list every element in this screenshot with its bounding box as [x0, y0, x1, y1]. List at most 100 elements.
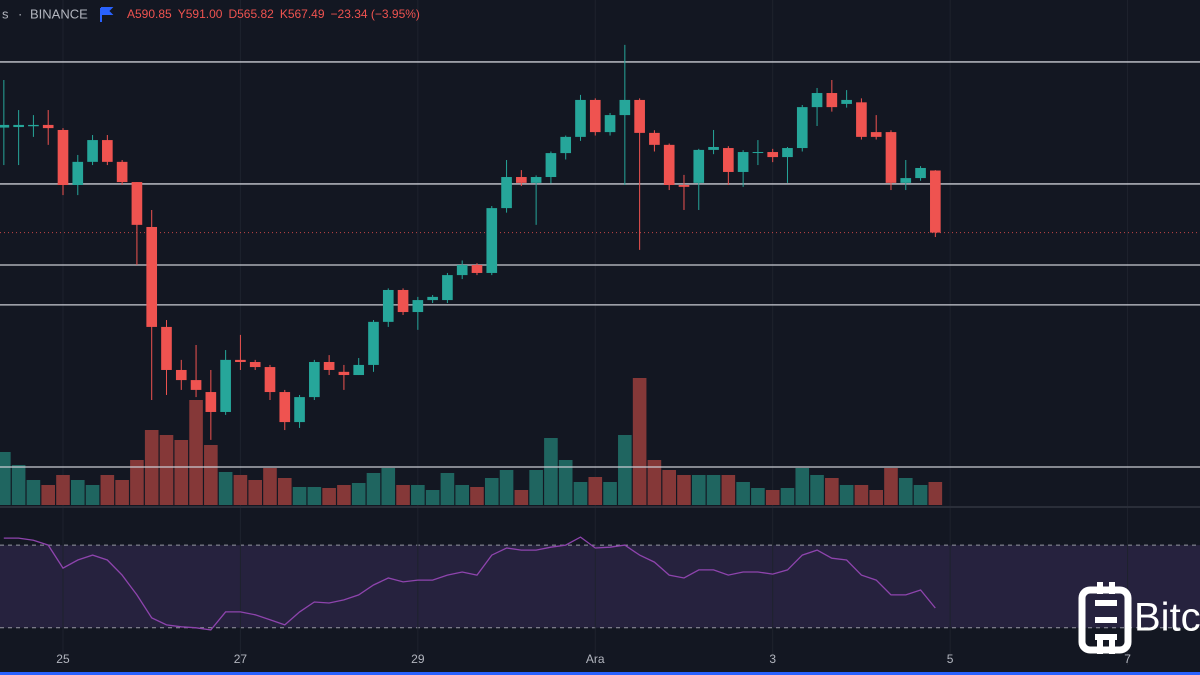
flag-icon — [100, 7, 114, 22]
volume-bar — [869, 490, 883, 505]
candle-body — [279, 392, 291, 423]
candle-body — [131, 182, 143, 225]
candle-body — [0, 124, 10, 128]
dot: · — [18, 6, 22, 21]
volume-bar — [691, 475, 706, 505]
candle-body — [412, 300, 424, 313]
volume-bar — [588, 477, 603, 505]
x-tick-label: Ara — [586, 652, 605, 666]
volume-bar — [618, 435, 632, 505]
header-value: −23.34 (−3.95%) — [331, 7, 420, 21]
x-tick-label: 3 — [769, 652, 776, 666]
volume-bar — [558, 460, 573, 505]
volume-bar — [337, 485, 351, 505]
candle-body — [634, 99, 645, 133]
candle-body — [309, 362, 320, 398]
candle-body — [72, 161, 84, 185]
volume-bar — [425, 490, 440, 505]
candle-body — [545, 153, 557, 178]
candle-body — [663, 144, 675, 185]
volume-bar — [396, 485, 410, 505]
header-value: D565.82 — [228, 7, 274, 21]
candle-body — [900, 178, 912, 183]
volume-bar — [810, 475, 824, 505]
volume-bar — [544, 438, 558, 505]
header-value: A590.85 — [127, 7, 172, 21]
volume-bar — [839, 485, 854, 505]
volume-bar — [322, 488, 336, 505]
volume-bar — [381, 468, 396, 505]
volume-bar — [647, 460, 662, 505]
candle-body — [723, 148, 734, 172]
volume-bar — [603, 482, 617, 505]
volume-bar — [736, 482, 750, 505]
candle-body — [102, 140, 113, 162]
candle-body — [382, 289, 394, 322]
volume-bar — [115, 480, 129, 505]
bottom-border — [0, 672, 1200, 675]
candle-body — [708, 146, 719, 150]
candle-body — [146, 226, 158, 327]
x-tick-label: 29 — [411, 652, 425, 666]
x-tick-label: 7 — [1124, 652, 1131, 666]
candle-body — [190, 380, 202, 390]
volume-bar — [484, 478, 499, 505]
volume-bar — [455, 485, 469, 505]
x-tick-label: 25 — [56, 652, 70, 666]
symbol-cut: s — [2, 6, 9, 21]
header-value: Y591.00 — [178, 7, 223, 21]
candle-body — [13, 124, 24, 128]
volume-bar — [218, 472, 233, 505]
volume-bar — [780, 488, 795, 505]
candle-body — [427, 296, 438, 301]
volume-bar — [499, 470, 514, 505]
volume-bar — [159, 435, 174, 505]
volume-bar — [825, 478, 839, 505]
volume-bar — [292, 487, 307, 505]
volume-bar — [751, 488, 765, 505]
volume-bar — [632, 378, 647, 505]
volume-bar — [440, 473, 455, 505]
volume-bar — [100, 475, 115, 505]
candle-body — [116, 161, 128, 183]
candle-body — [294, 397, 305, 423]
candle-body — [841, 99, 852, 104]
volume-bar — [411, 485, 425, 505]
candle-body — [649, 132, 660, 145]
volume-bar — [898, 478, 913, 505]
candle-body — [235, 359, 246, 363]
volume-bar — [573, 482, 588, 505]
volume-bar — [366, 473, 381, 505]
volume-bar — [248, 480, 263, 505]
candle-body — [604, 115, 616, 133]
rsi-band — [0, 545, 1200, 628]
candle-body — [796, 107, 808, 149]
volume-bar — [11, 465, 26, 505]
pane-separator — [0, 506, 1200, 508]
candle-body — [397, 289, 409, 313]
volume-bar — [351, 483, 366, 505]
candle-body — [560, 136, 572, 154]
volume-bar — [884, 468, 898, 505]
bitcoin-logo — [1078, 582, 1132, 654]
volume-bar — [85, 485, 100, 505]
candle-body — [619, 99, 631, 116]
volume-bar — [706, 475, 721, 505]
candle-body — [87, 140, 98, 162]
candle-body — [249, 362, 261, 368]
candle-body — [353, 364, 365, 376]
candle-body — [530, 177, 542, 183]
candle-body — [737, 152, 749, 172]
candle-body — [175, 369, 187, 381]
candle-body — [161, 326, 172, 370]
x-tick-label: 5 — [947, 652, 954, 666]
candle-body — [870, 132, 882, 137]
volume-bar — [41, 485, 56, 505]
volume-bar — [795, 468, 810, 505]
x-tick-label: 27 — [234, 652, 248, 666]
volume-bar — [662, 470, 676, 505]
watermark: Bitc — [1134, 596, 1200, 640]
candle-body — [264, 367, 276, 393]
